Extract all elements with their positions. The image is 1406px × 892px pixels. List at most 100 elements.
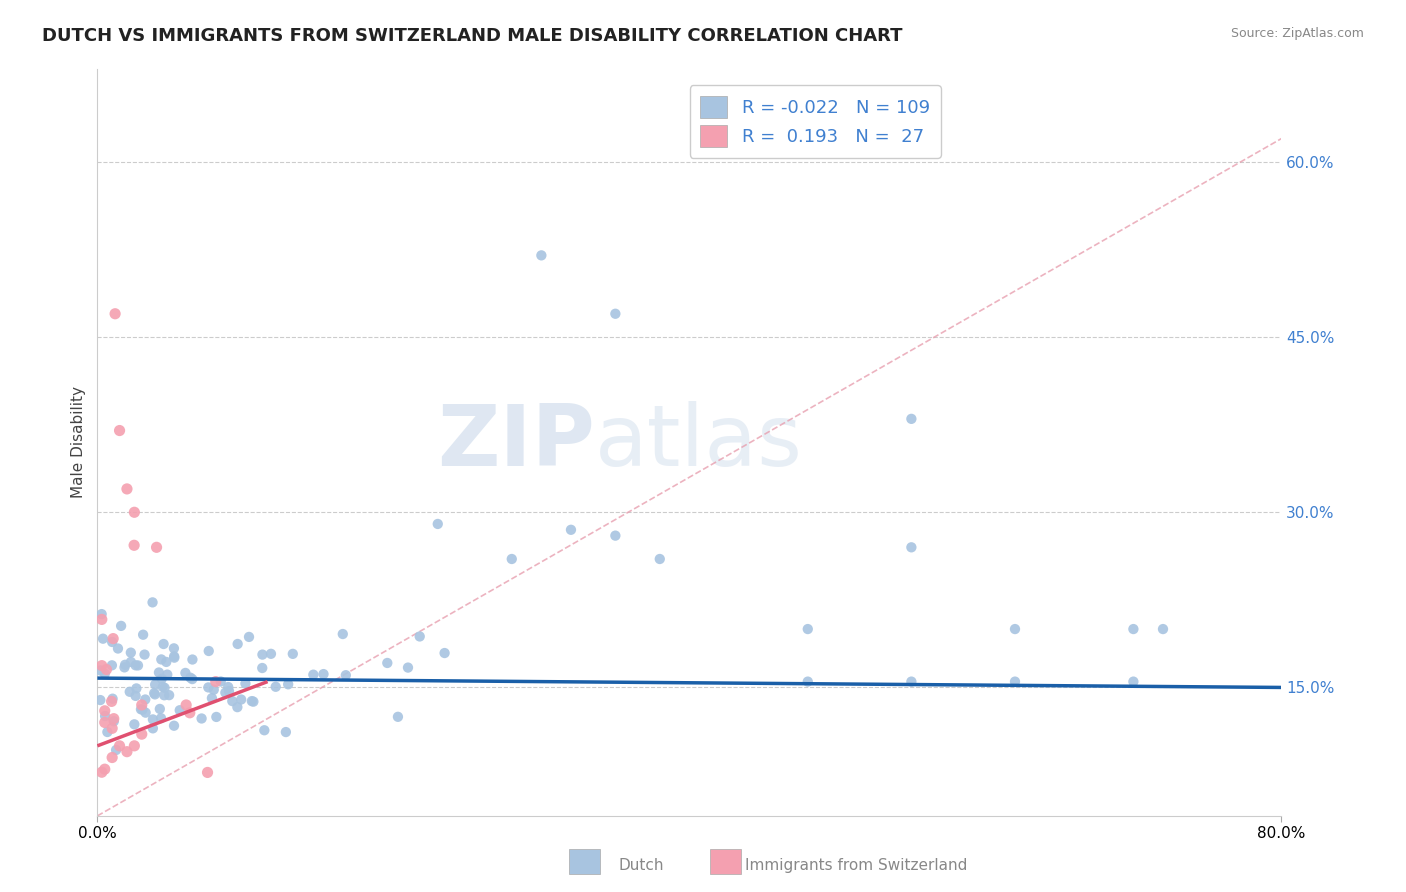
Point [240,694,263,708]
Point [242,695,264,709]
Point [90,765,112,780]
Point [277,677,299,691]
Point [129,702,152,716]
Point [155,655,177,669]
Point [120,655,142,669]
Point [124,689,146,703]
Point [132,628,155,642]
Point [142,713,165,727]
Point [375,656,398,670]
Point [332,627,354,641]
Text: DUTCH VS IMMIGRANTS FROM SWITZERLAND MALE DISABILITY CORRELATION CHART: DUTCH VS IMMIGRANTS FROM SWITZERLAND MAL… [42,27,903,45]
Point [90,658,112,673]
Point [94,762,117,776]
Point [156,667,179,681]
Point [150,711,173,725]
Point [153,688,176,702]
Point [235,676,257,690]
Point [103,714,125,729]
Point [135,706,157,720]
Point [153,681,176,695]
Point [409,630,432,644]
Point [163,649,186,664]
Point [396,660,419,674]
Point [335,668,357,682]
Point [202,682,225,697]
Point [530,248,553,262]
Point [174,698,197,712]
Point [94,709,117,723]
Point [149,702,172,716]
Point [131,703,153,717]
Point [181,672,204,686]
Point [426,516,449,531]
Point [127,658,149,673]
Point [252,661,274,675]
Point [312,667,335,681]
Point [648,552,671,566]
Point [101,722,124,736]
Point [108,424,131,438]
Point [1004,674,1026,689]
Point [174,665,197,680]
Point [217,680,239,694]
Point [900,412,922,426]
Point [141,595,163,609]
Point [89,664,111,678]
Point [1122,622,1144,636]
Point [131,727,153,741]
Point [101,658,124,673]
Point [110,619,132,633]
Point [122,538,145,552]
Point [274,725,297,739]
Point [96,663,118,677]
Point [107,641,129,656]
Point [124,739,146,753]
Point [605,307,627,321]
Point [201,691,224,706]
Point [148,665,170,680]
Point [197,644,219,658]
Point [150,652,173,666]
Point [1122,674,1144,689]
Point [94,666,117,681]
Point [145,541,167,555]
Point [179,671,201,685]
Point [118,685,141,699]
Point [101,691,124,706]
Point [152,680,174,694]
Point [152,637,174,651]
Point [124,717,146,731]
Point [218,684,240,698]
Point [1152,622,1174,636]
Text: atlas: atlas [595,401,803,483]
Point [181,652,204,666]
Point [226,700,249,714]
Point [114,657,136,672]
Point [900,541,922,555]
Point [131,698,153,712]
Point [197,681,219,695]
Point [281,647,304,661]
Point [91,632,114,646]
Y-axis label: Male Disability: Male Disability [72,386,86,499]
Point [115,482,138,496]
Point [163,650,186,665]
Point [125,681,148,696]
Point [900,674,922,689]
Point [221,694,243,708]
Point [205,710,228,724]
Point [101,750,124,764]
Point [134,692,156,706]
Point [253,723,276,738]
Point [797,674,820,689]
Point [143,687,166,701]
Point [214,685,236,699]
Point [114,660,136,674]
Point [134,648,156,662]
Point [143,677,166,691]
Point [115,745,138,759]
Point [150,672,173,686]
Point [163,641,186,656]
Point [264,680,287,694]
